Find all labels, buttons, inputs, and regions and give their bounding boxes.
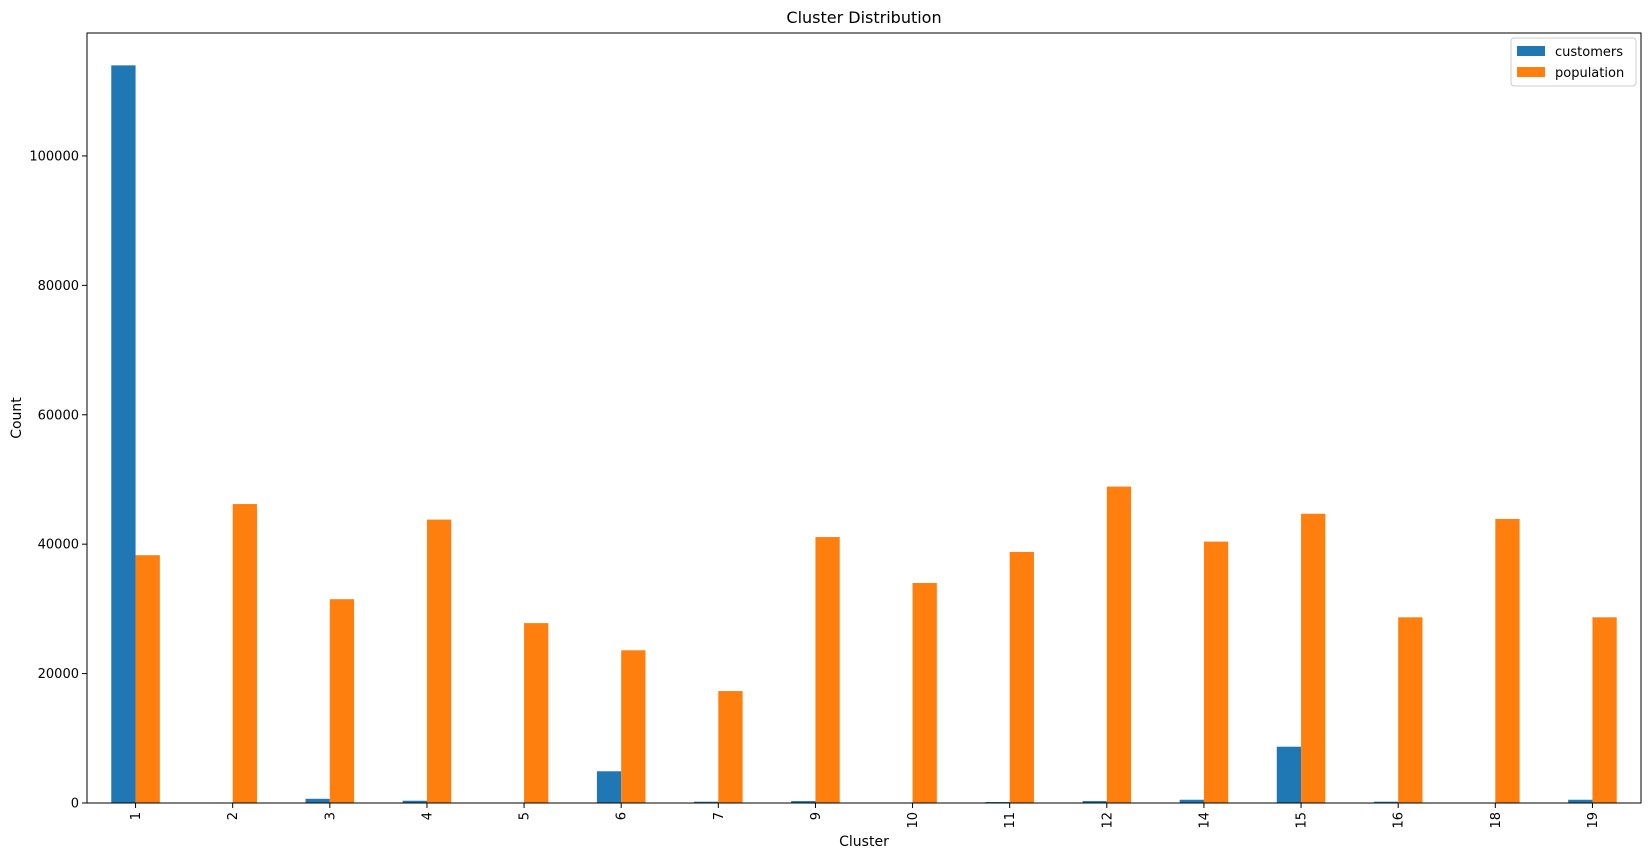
bar-customers-12 — [1082, 801, 1107, 803]
y-tick-label: 20000 — [38, 667, 79, 682]
y-tick-label: 80000 — [38, 279, 79, 294]
y-axis: 0 20000 40000 60000 80000 100000 — [29, 149, 87, 812]
x-tick-label: 2 — [226, 812, 241, 820]
x-tick-label: 19 — [1586, 812, 1601, 829]
bar-population-4 — [426, 519, 452, 803]
bar-population-11 — [1009, 551, 1034, 803]
legend-label-customers: customers — [1555, 45, 1623, 60]
legend: customers population — [1510, 37, 1637, 87]
bar-population-12 — [1106, 486, 1132, 803]
x-tick-label: 18 — [1489, 812, 1504, 829]
bar-customers-15 — [1276, 746, 1302, 803]
x-axis-label: Cluster — [839, 834, 889, 850]
bar-population-10 — [912, 583, 937, 803]
bar-population-9 — [815, 537, 840, 803]
x-tick-label: 9 — [809, 812, 824, 820]
legend-swatch-customers — [1517, 46, 1545, 56]
bar-population-5 — [524, 623, 549, 803]
x-axis: 1 2 3 4 5 6 7 9 10 11 12 14 15 16 18 19 — [129, 803, 1601, 829]
bar-customers-7 — [694, 801, 719, 803]
bar-population-1 — [135, 555, 160, 803]
x-tick-label: 14 — [1197, 812, 1212, 829]
bar-customers-3 — [305, 798, 330, 803]
plot-area — [111, 65, 1617, 804]
y-tick-label: 60000 — [38, 408, 79, 423]
x-tick-label: 4 — [420, 812, 435, 820]
x-tick-label: 3 — [323, 812, 338, 820]
x-tick-label: 11 — [1003, 812, 1018, 829]
bar-population-16 — [1398, 617, 1423, 803]
y-tick-label: 40000 — [38, 538, 79, 553]
bar-population-6 — [621, 650, 646, 803]
y-axis-label: Count — [9, 397, 25, 439]
bar-customers-6 — [596, 771, 622, 803]
x-tick-label: 1 — [129, 812, 144, 820]
plot-frame — [86, 32, 1642, 804]
bar-population-19 — [1592, 617, 1617, 803]
bar-customers-19 — [1568, 799, 1593, 803]
bar-population-14 — [1203, 541, 1229, 803]
x-tick-label: 15 — [1295, 812, 1310, 829]
chart-title: Cluster Distribution — [786, 8, 941, 27]
y-tick-label: 100000 — [29, 149, 79, 164]
legend-swatch-population — [1517, 67, 1545, 77]
x-tick-label: 6 — [615, 812, 630, 820]
bar-customers-16 — [1373, 801, 1399, 803]
y-tick-label: 0 — [71, 797, 79, 812]
bar-population-2 — [232, 504, 257, 803]
bar-customers-14 — [1179, 799, 1204, 803]
x-tick-label: 12 — [1100, 812, 1115, 829]
x-tick-label: 16 — [1392, 812, 1407, 829]
bar-population-18 — [1495, 518, 1520, 803]
bar-population-7 — [718, 691, 743, 803]
bar-population-3 — [329, 599, 355, 803]
x-tick-label: 7 — [712, 812, 727, 820]
bar-population-15 — [1301, 513, 1326, 803]
legend-label-population: population — [1555, 66, 1624, 81]
bar-customers-1 — [111, 65, 136, 804]
x-tick-label: 5 — [518, 812, 533, 820]
bar-customers-9 — [791, 801, 816, 803]
bar-customers-4 — [402, 800, 427, 803]
x-tick-label: 10 — [906, 812, 921, 829]
